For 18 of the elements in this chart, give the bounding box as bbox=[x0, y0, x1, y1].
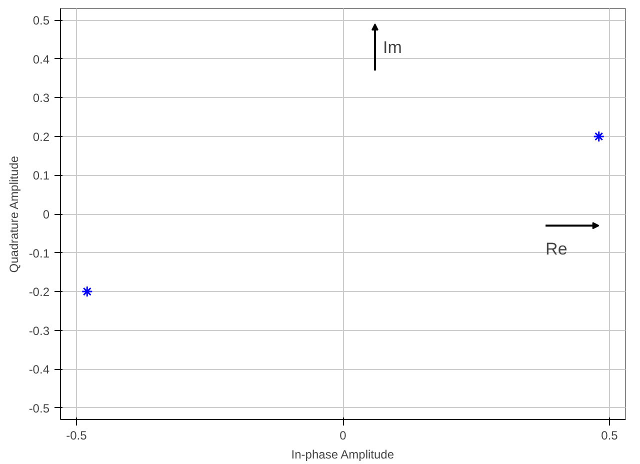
y-tick-label: 0 bbox=[42, 208, 50, 222]
y-tick-label: -0.3 bbox=[28, 324, 50, 338]
y-tick-label: -0.2 bbox=[28, 285, 50, 300]
y-tick-label: 0.4 bbox=[32, 52, 50, 66]
annotation: Im bbox=[382, 38, 402, 57]
y-tick-label: 0.1 bbox=[32, 168, 50, 183]
y-tick-label: -0.4 bbox=[28, 362, 50, 377]
y-tick-label: 0.3 bbox=[32, 91, 50, 106]
y-tick-label: 0.2 bbox=[32, 130, 50, 144]
x-tick-label: -0.5 bbox=[66, 428, 88, 442]
x-tick-label: 0 bbox=[340, 428, 347, 442]
y-axis-title: Quadrature Amplitude bbox=[6, 156, 21, 273]
x-axis-title: In-phase Amplitude bbox=[291, 448, 394, 462]
y-tick-label: 0.5 bbox=[32, 14, 50, 28]
annotation: Re bbox=[546, 239, 568, 258]
x-tick-label: 0.5 bbox=[601, 428, 618, 442]
y-tick-label: -0.1 bbox=[28, 246, 50, 260]
y-tick-label: -0.5 bbox=[28, 401, 50, 416]
